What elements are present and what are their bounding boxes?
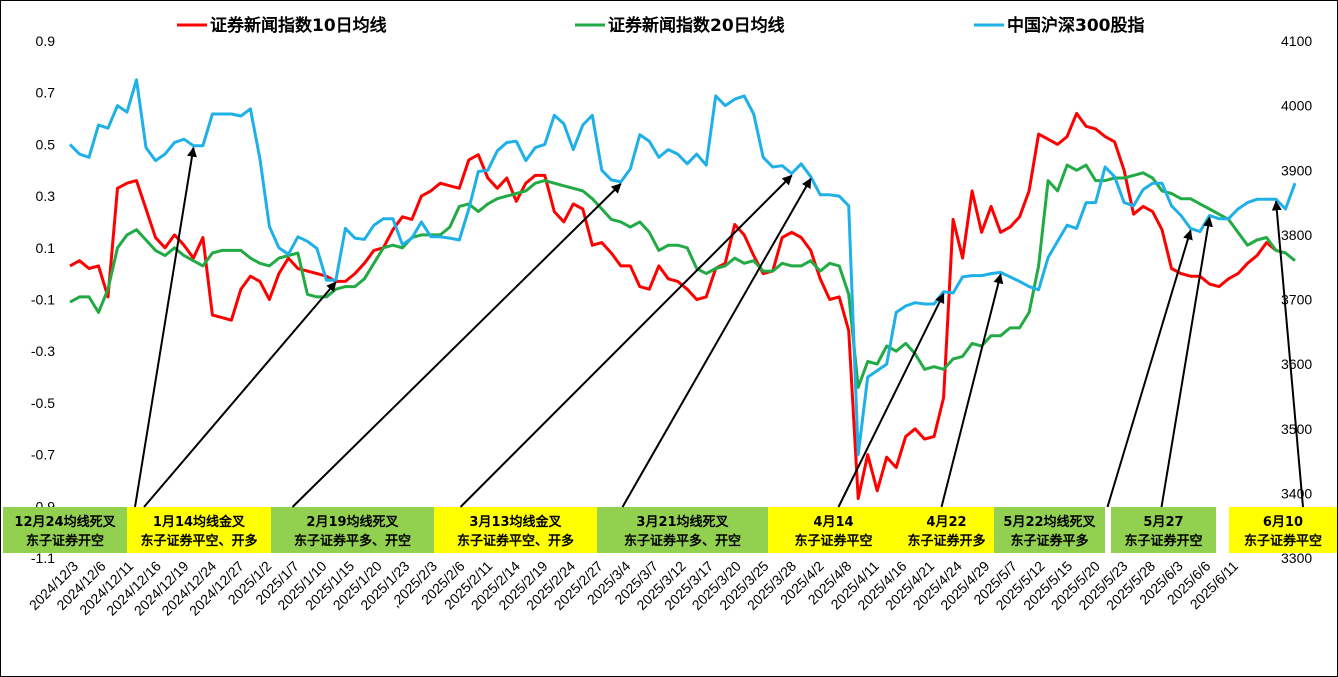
annotation-box	[597, 507, 768, 553]
y-right-tick-label: 3300	[1281, 550, 1312, 566]
annotation-arrow	[1160, 216, 1213, 508]
annotation-box	[1229, 507, 1337, 553]
series-line-1	[69, 111, 1277, 500]
series-line-2	[69, 163, 1296, 389]
annotation-line2: 东子证券平空、开多	[140, 533, 257, 549]
annotation-line1: 3月21均线死叉	[636, 514, 729, 530]
annotation-arrow	[134, 146, 197, 508]
annotation-line2: 东子证券平多、开空	[624, 533, 741, 549]
y-right-tick-label: 3800	[1281, 227, 1312, 243]
y-left-tick-label: -0.1	[31, 292, 55, 308]
annotation-line1: 4月14	[813, 515, 853, 530]
annotation-arrow	[143, 281, 337, 508]
annotation-arrow	[837, 292, 945, 508]
annotation-line1: 5月27	[1143, 515, 1183, 530]
y-left-tick-label: 0.9	[36, 33, 56, 49]
y-right-tick-label: 3400	[1281, 485, 1312, 501]
annotation-line1: 2月19均线死叉	[306, 514, 399, 530]
annotation-line2: 东子证券平空、开多	[457, 533, 574, 549]
annotation-box	[768, 507, 899, 553]
annotation-line2: 东子证券平多、开空	[294, 533, 411, 549]
y-left-tick-label: 0.1	[36, 240, 56, 256]
annotation-box	[271, 507, 434, 553]
y-left-tick-label: 0.3	[36, 188, 56, 204]
y-left-tick-label: -1.1	[31, 550, 55, 566]
y-left-tick-label: -0.5	[31, 395, 55, 411]
annotation-line2: 东子证券平空	[794, 533, 872, 549]
annotation-box	[3, 507, 127, 553]
annotation-arrow	[1271, 200, 1304, 508]
annotation-arrow	[291, 183, 622, 508]
annotation-line2: 东子证券开空	[1124, 533, 1202, 549]
annotation-line2: 东子证券平多	[1010, 533, 1088, 549]
y-right-tick-label: 3600	[1281, 356, 1312, 372]
legend-label-1: 证券新闻指数10日均线	[210, 15, 387, 36]
y-right-tick-label: 3900	[1281, 162, 1312, 178]
annotation-line2: 东子证券开多	[907, 533, 985, 549]
annotation-line1: 1月14均线金叉	[153, 514, 246, 530]
y-left-tick-label: 0.7	[36, 85, 56, 101]
annotation-line1: 5月22均线死叉	[1003, 514, 1096, 530]
y-right-tick-label: 4100	[1281, 33, 1312, 49]
annotation-arrow	[459, 174, 793, 508]
annotation-line1: 4月22	[926, 515, 966, 530]
annotation-box	[127, 507, 271, 553]
annotation-line1: 6月10	[1263, 515, 1303, 530]
annotation-box	[434, 507, 597, 553]
annotation-line2: 东子证券平空	[1244, 533, 1322, 549]
legend-label-3: 中国沪深300股指	[1007, 15, 1145, 36]
annotation-arrow	[1106, 229, 1193, 508]
y-left-tick-label: -0.7	[31, 447, 55, 463]
annotation-box	[994, 507, 1105, 553]
annotation-arrow	[621, 177, 812, 508]
legend-label-2: 证券新闻指数20日均线	[608, 15, 785, 36]
y-right-tick-label: 4000	[1281, 98, 1312, 114]
annotation-line1: 3月13均线金叉	[469, 514, 562, 530]
annotation-box	[899, 507, 994, 553]
annotation-box	[1111, 507, 1216, 553]
y-left-tick-label: -0.3	[31, 343, 55, 359]
annotation-line1: 12月24均线死叉	[14, 514, 116, 530]
y-left-tick-label: 0.5	[36, 136, 56, 152]
annotation-line2: 东子证券开空	[26, 533, 104, 549]
y-right-tick-label: 3700	[1281, 292, 1312, 308]
series-line-3	[68, 78, 1297, 457]
annotation-arrow	[940, 273, 1004, 508]
